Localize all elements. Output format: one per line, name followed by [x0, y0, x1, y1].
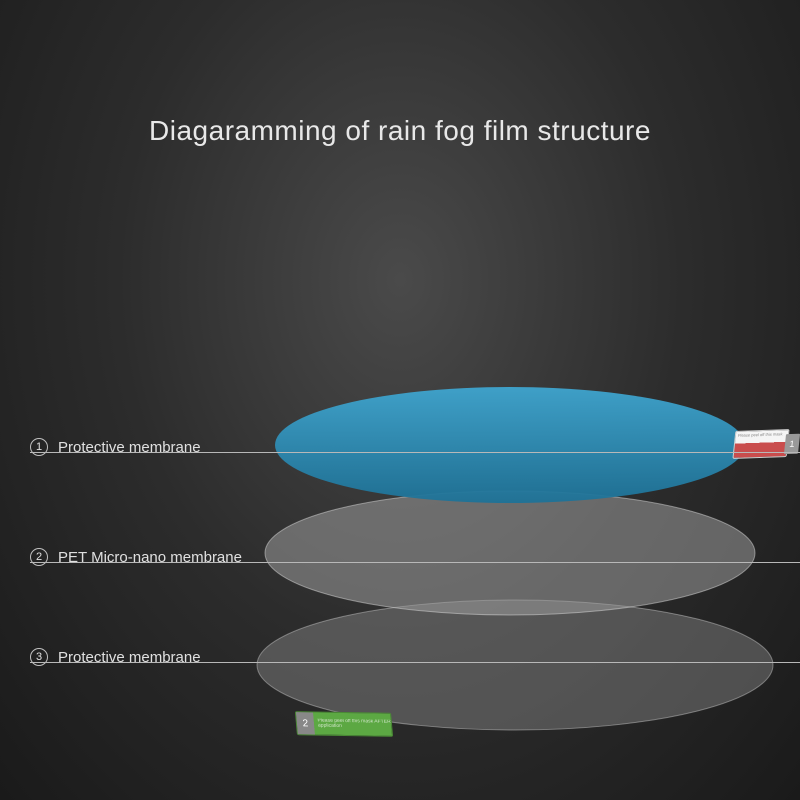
- circled-number-icon: 3: [30, 648, 48, 666]
- circled-number-icon: 2: [30, 548, 48, 566]
- pull-tab-red-text: Please peel off this mask: [738, 432, 787, 438]
- layer-1-leader-line: [30, 452, 800, 453]
- diagram-title: Diagaramming of rain fog film structure: [0, 115, 800, 147]
- layer-3-label: 3 Protective membrane: [30, 648, 201, 666]
- layer-1-label: 1 Protective membrane: [30, 438, 201, 456]
- circled-number-icon: 1: [30, 438, 48, 456]
- pull-tab-green-text: Please peel off this mask AFTER applicat…: [313, 718, 391, 730]
- pull-tab-red: Please peel off this mask 1: [732, 429, 789, 459]
- layer-2-leader-line: [30, 562, 800, 563]
- layer-3-leader-line: [30, 662, 800, 663]
- pull-tab-green-num: 2: [296, 712, 315, 734]
- pull-tab-green: 2 Please peel off this mask AFTER applic…: [295, 711, 393, 737]
- layer-2-label: 2 PET Micro-nano membrane: [30, 548, 242, 566]
